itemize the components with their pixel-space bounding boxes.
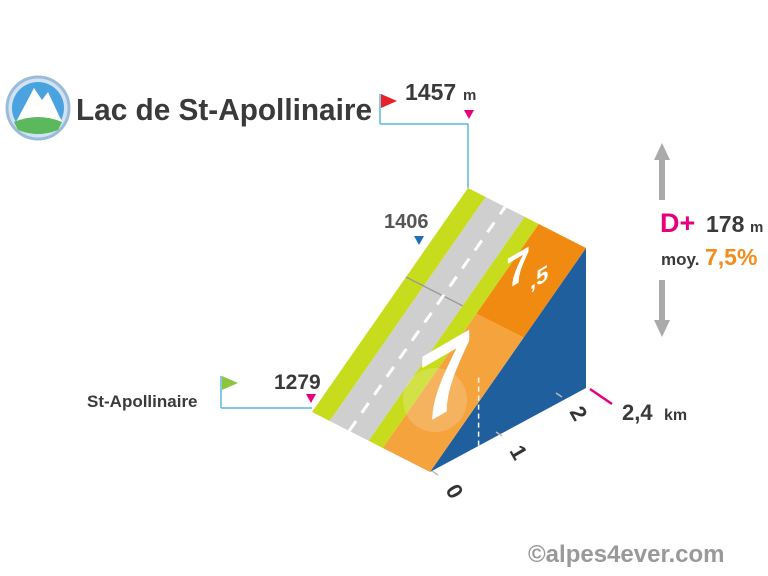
segment-gradient-decimal: ,5	[530, 260, 548, 296]
road-edge	[312, 188, 486, 421]
gain-unit: m	[750, 219, 763, 236]
summit-guide	[380, 123, 469, 188]
road-edge	[368, 216, 539, 448]
segment-high	[476, 224, 586, 338]
km-tick-label: 1	[505, 441, 533, 464]
distance-marker	[589, 387, 613, 406]
start-marker	[306, 394, 316, 403]
segment-low	[382, 313, 524, 472]
gain-label: D+	[660, 208, 695, 238]
segment-divider	[405, 276, 464, 307]
elevation-arrows	[654, 143, 670, 337]
km-tick-label: 0	[441, 480, 469, 503]
avg-value: 7,5%	[705, 244, 757, 270]
road-centerline	[347, 206, 507, 432]
distance-unit: km	[664, 407, 687, 424]
km-tick	[495, 431, 503, 437]
start-name: St-Apollinaire	[87, 392, 198, 411]
mountain-icon	[5, 75, 71, 141]
gain-value: 178	[706, 211, 745, 237]
summit-name: Lac de St-Apollinaire	[76, 92, 372, 127]
km-tick	[555, 392, 563, 398]
credit: ©alpes4ever.com	[528, 541, 724, 568]
intermediate-altitude: 1406	[384, 211, 429, 233]
avg-label: moy.	[661, 250, 699, 269]
summit-unit: m	[463, 87, 476, 104]
start-flag	[222, 376, 238, 390]
summit-marker	[464, 110, 474, 119]
summit-altitude: 1457	[405, 79, 456, 105]
start-altitude: 1279	[274, 371, 321, 394]
summit-flag	[381, 94, 397, 108]
km-tick-label: 2	[565, 402, 593, 425]
intermediate-marker	[414, 236, 424, 245]
highlight	[403, 368, 467, 432]
distance-value: 2,4	[622, 400, 653, 425]
km-tick	[431, 470, 439, 476]
profile-wedge: 77,5	[312, 188, 586, 498]
side-face	[430, 248, 586, 472]
